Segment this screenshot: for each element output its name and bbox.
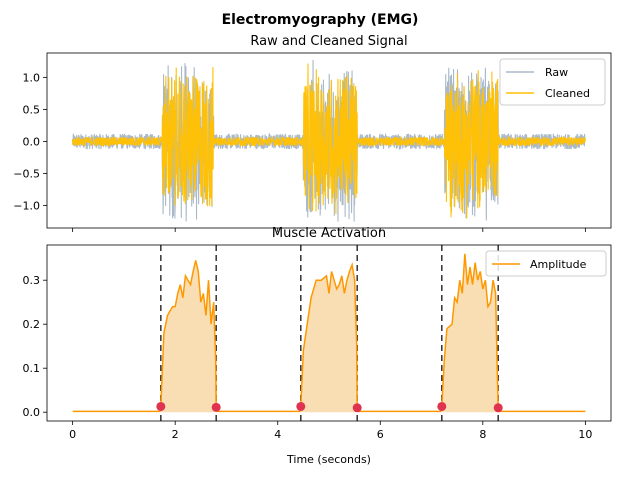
axes-frame bbox=[46, 244, 612, 422]
cleaned-signal-line bbox=[72, 63, 586, 219]
x-tick-label: 10 bbox=[578, 428, 592, 441]
y-tick-label: −1.0 bbox=[13, 200, 40, 213]
onset-offset-marker bbox=[352, 403, 362, 413]
onset-offset-marker bbox=[296, 401, 306, 411]
legend-label-raw: Raw bbox=[545, 66, 568, 79]
legend-box bbox=[485, 250, 607, 277]
axes-frame bbox=[46, 52, 612, 229]
y-tick-label: −0.5 bbox=[13, 168, 40, 181]
legend-label-cleaned: Cleaned bbox=[545, 87, 590, 100]
x-tick-label: 0 bbox=[69, 428, 76, 441]
activation-fill-3 bbox=[441, 253, 499, 413]
figure-suptitle: Electromyography (EMG) bbox=[222, 12, 419, 28]
muscle-activation-axes: Muscle Activation 0 2 4 6 8 10 0.0 0.1 0.2 0.3 Time… bbox=[23, 226, 612, 466]
onset-offset-marker bbox=[156, 401, 166, 411]
y-tick-label: 0.5 bbox=[23, 103, 41, 116]
onset-offset-marker bbox=[437, 401, 447, 411]
x-tick-label: 6 bbox=[377, 428, 384, 441]
x-tick-label: 4 bbox=[274, 428, 281, 441]
onset-offset-marker bbox=[493, 403, 503, 413]
y-tick-label: 0.0 bbox=[23, 135, 41, 148]
x-axis-label: Time (seconds) bbox=[286, 453, 371, 466]
x-tick-label: 2 bbox=[172, 428, 179, 441]
activation-fill-2 bbox=[300, 264, 358, 413]
panel-title: Muscle Activation bbox=[272, 226, 386, 241]
x-tick-label: 8 bbox=[479, 428, 486, 441]
legend-label-amplitude: Amplitude bbox=[530, 258, 587, 271]
y-tick-label: 0.2 bbox=[23, 318, 41, 331]
onset-offset-marker bbox=[211, 402, 221, 412]
y-tick-label: 0.0 bbox=[23, 406, 41, 419]
y-tick-label: 1.0 bbox=[23, 71, 41, 84]
amplitude-line bbox=[72, 253, 586, 413]
raw-cleaned-signal-axes: Raw and Cleaned Signal −1.0 −0.5 0.0 0.5 1.0 R… bbox=[13, 34, 612, 232]
panel-title: Raw and Cleaned Signal bbox=[250, 34, 407, 49]
y-tick-label: 0.1 bbox=[23, 362, 41, 375]
y-tick-label: 0.3 bbox=[23, 274, 41, 287]
